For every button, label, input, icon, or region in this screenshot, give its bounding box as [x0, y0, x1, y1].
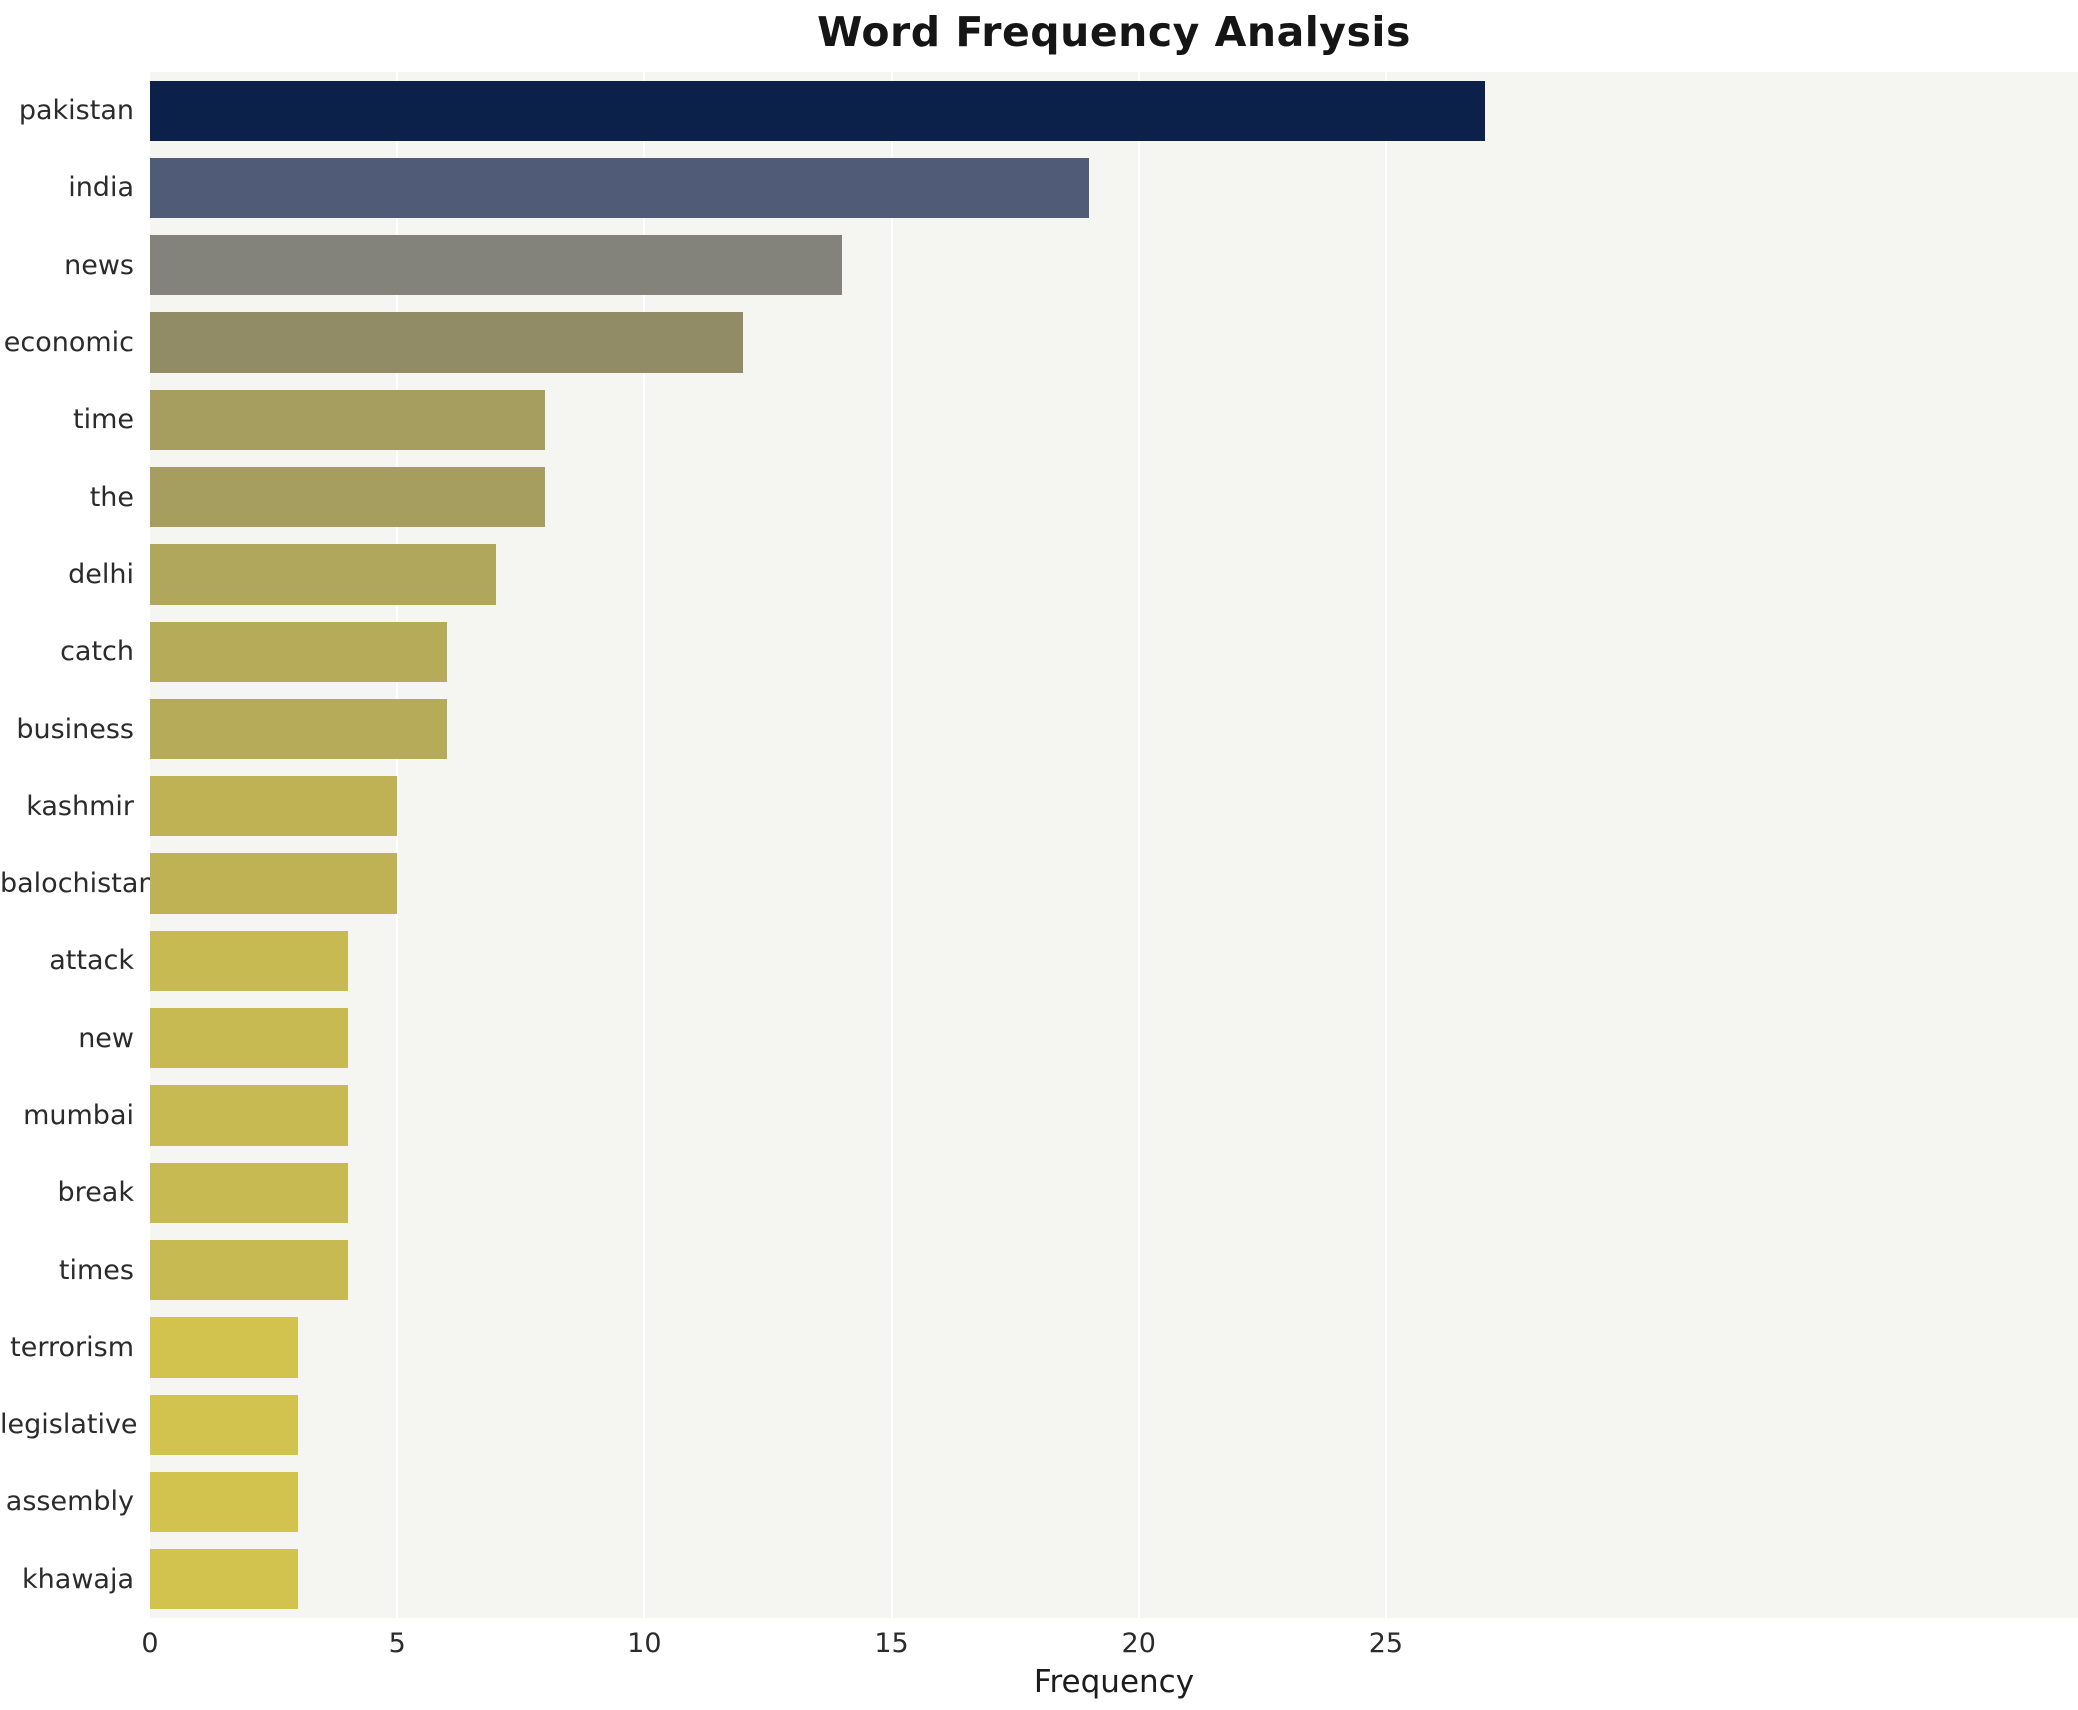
y-tick-label-new: new: [78, 1022, 134, 1054]
y-tick-label-pakistan: pakistan: [18, 95, 134, 127]
bar-balochistan: [150, 853, 398, 914]
bar-track-balochistan: [150, 845, 2078, 922]
bar-track-mumbai: [150, 1077, 2078, 1154]
bar-pakistan: [150, 80, 1485, 141]
y-tick-label-delhi: delhi: [68, 558, 134, 590]
bar-track-india: [150, 149, 2078, 226]
bar-track-assembly: [150, 1463, 2078, 1540]
bar-legislative: [150, 1394, 299, 1455]
y-tick-label-india: india: [68, 172, 134, 204]
bar-row-the: the: [0, 458, 2078, 535]
x-tick-label-25: 25: [1368, 1628, 1404, 1659]
bar-row-india: india: [0, 149, 2078, 226]
bar-break: [150, 1162, 348, 1223]
y-tick-label-the: the: [89, 481, 134, 513]
bar-track-kashmir: [150, 768, 2078, 845]
chart-title: Word Frequency Analysis: [817, 8, 1411, 56]
bar-kashmir: [150, 776, 398, 837]
x-axis-ticks: 0 5 10 15 20 25: [141, 1628, 2078, 1664]
bar-row-economic: economic: [0, 304, 2078, 381]
bar-row-time: time: [0, 381, 2078, 458]
bar-catch: [150, 621, 447, 682]
bar-track-pakistan: [150, 72, 2078, 149]
y-tick-label-kashmir: kashmir: [26, 790, 134, 822]
gridline-10: [643, 72, 646, 1618]
bar-assembly: [150, 1471, 299, 1533]
bar-row-mumbai: mumbai: [0, 1077, 2078, 1154]
gridline-15: [890, 72, 893, 1618]
bar-row-news: news: [0, 227, 2078, 304]
y-tick-label-times: times: [58, 1254, 134, 1286]
x-tick-label-10: 10: [627, 1628, 662, 1659]
bar-time: [150, 389, 546, 450]
y-tick-label-break: break: [57, 1177, 134, 1209]
bar-row-pakistan: pakistan: [0, 72, 2078, 149]
bar-new: [150, 1008, 348, 1069]
bar-rows: pakistan india news economic time the delhi cat…: [0, 72, 2078, 1618]
bar-mumbai: [150, 1085, 348, 1146]
y-tick-label-economic: economic: [3, 327, 134, 359]
gridline-5: [396, 72, 399, 1618]
bar-attack: [150, 930, 348, 992]
x-axis-label: Frequency: [1033, 1664, 1195, 1700]
bar-track-attack: [150, 922, 2078, 999]
y-tick-label-time: time: [72, 404, 134, 436]
bar-row-delhi: delhi: [0, 536, 2078, 613]
y-tick-label-khawaja: khawaja: [22, 1563, 134, 1595]
bar-khawaja: [150, 1549, 299, 1610]
bar-track-business: [150, 690, 2078, 767]
bar-row-business: business: [0, 690, 2078, 767]
bar-track-khawaja: [150, 1541, 2078, 1618]
gridline-25: [1384, 72, 1387, 1618]
bar-track-catch: [150, 613, 2078, 690]
bar-india: [150, 157, 1090, 219]
y-tick-label-terrorism: terrorism: [10, 1331, 134, 1363]
bar-business: [150, 698, 447, 760]
x-tick-label-5: 5: [388, 1628, 406, 1659]
bar-terrorism: [150, 1317, 299, 1378]
bar-track-economic: [150, 304, 2078, 381]
bar-row-khawaja: khawaja: [0, 1541, 2078, 1618]
bar-track-time: [150, 381, 2078, 458]
bar-row-catch: catch: [0, 613, 2078, 690]
bar-track-break: [150, 1154, 2078, 1231]
bar-the: [150, 466, 546, 528]
bar-row-terrorism: terrorism: [0, 1309, 2078, 1386]
bar-track-news: [150, 227, 2078, 304]
y-tick-label-news: news: [64, 249, 134, 281]
bar-row-balochistan: balochistan: [0, 845, 2078, 922]
bar-row-new: new: [0, 1000, 2078, 1077]
bar-track-delhi: [150, 536, 2078, 613]
bar-times: [150, 1239, 348, 1301]
bar-row-attack: attack: [0, 922, 2078, 999]
bar-delhi: [150, 544, 497, 605]
bar-row-assembly: assembly: [0, 1463, 2078, 1540]
y-tick-label-business: business: [16, 713, 134, 745]
y-tick-label-mumbai: mumbai: [23, 1100, 134, 1131]
bar-economic: [150, 312, 744, 373]
bar-row-kashmir: kashmir: [0, 768, 2078, 845]
y-tick-label-balochistan: balochistan: [0, 868, 156, 900]
bar-track-terrorism: [150, 1309, 2078, 1386]
gridline-20: [1137, 72, 1140, 1618]
bar-track-times: [150, 1231, 2078, 1308]
bar-row-times: times: [0, 1231, 2078, 1308]
y-tick-label-catch: catch: [60, 636, 134, 668]
bar-track-the: [150, 458, 2078, 535]
bar-track-legislative: [150, 1386, 2078, 1463]
y-tick-label-assembly: assembly: [5, 1486, 134, 1518]
bar-track-new: [150, 1000, 2078, 1077]
x-tick-label-15: 15: [874, 1628, 909, 1659]
x-tick-label-20: 20: [1121, 1628, 1156, 1659]
y-tick-label-attack: attack: [49, 945, 134, 977]
y-tick-label-legislative: legislative: [0, 1409, 138, 1441]
x-tick-label-0: 0: [141, 1628, 159, 1659]
bar-row-legislative: legislative: [0, 1386, 2078, 1463]
bar-row-break: break: [0, 1154, 2078, 1231]
bar-news: [150, 235, 843, 296]
